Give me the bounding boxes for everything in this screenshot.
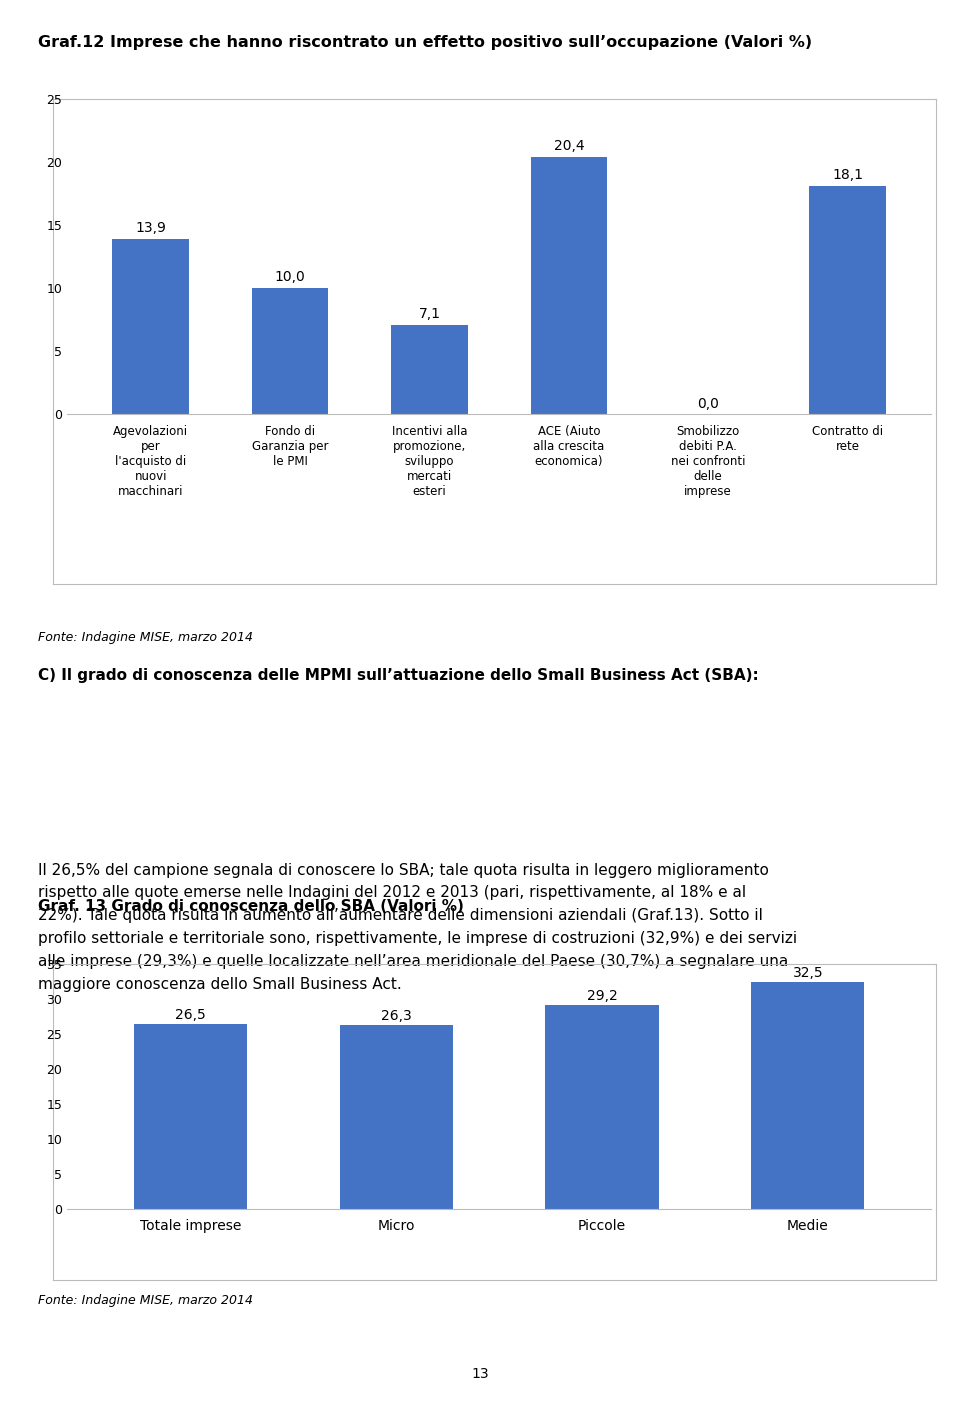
Text: C) Il grado di conoscenza delle MPMI sull’attuazione dello Small Business Act (S: C) Il grado di conoscenza delle MPMI sul… — [38, 667, 759, 683]
Bar — [392, 325, 468, 414]
Bar — [751, 981, 864, 1209]
Text: 32,5: 32,5 — [792, 966, 823, 980]
Text: 13: 13 — [471, 1367, 489, 1381]
Text: 26,5: 26,5 — [176, 1008, 206, 1022]
Text: 13,9: 13,9 — [135, 221, 166, 235]
Text: 20,4: 20,4 — [554, 139, 585, 153]
Text: Graf.12 Imprese che hanno riscontrato un effetto positivo sull’occupazione (Valo: Graf.12 Imprese che hanno riscontrato un… — [38, 35, 812, 51]
Text: Fonte: Indagine MISE, marzo 2014: Fonte: Indagine MISE, marzo 2014 — [38, 1294, 253, 1308]
Bar — [545, 1005, 659, 1209]
Text: Fonte: Indagine MISE, marzo 2014: Fonte: Indagine MISE, marzo 2014 — [38, 631, 253, 645]
Text: Il 26,5% del campione segnala di conoscere lo SBA; tale quota risulta in leggero: Il 26,5% del campione segnala di conosce… — [38, 863, 798, 991]
Text: Graf. 13 Grado di conoscenza dello SBA (Valori %): Graf. 13 Grado di conoscenza dello SBA (… — [38, 899, 465, 913]
Bar — [252, 288, 328, 414]
Bar — [531, 157, 608, 414]
Text: 7,1: 7,1 — [419, 307, 441, 321]
Bar — [340, 1025, 453, 1209]
Text: 10,0: 10,0 — [275, 270, 305, 284]
Text: 26,3: 26,3 — [381, 1010, 412, 1024]
Text: 29,2: 29,2 — [587, 988, 617, 1003]
Bar — [112, 239, 189, 414]
Bar — [809, 187, 886, 414]
Text: 0,0: 0,0 — [697, 396, 719, 410]
Bar — [134, 1024, 248, 1209]
Text: 18,1: 18,1 — [832, 168, 863, 182]
